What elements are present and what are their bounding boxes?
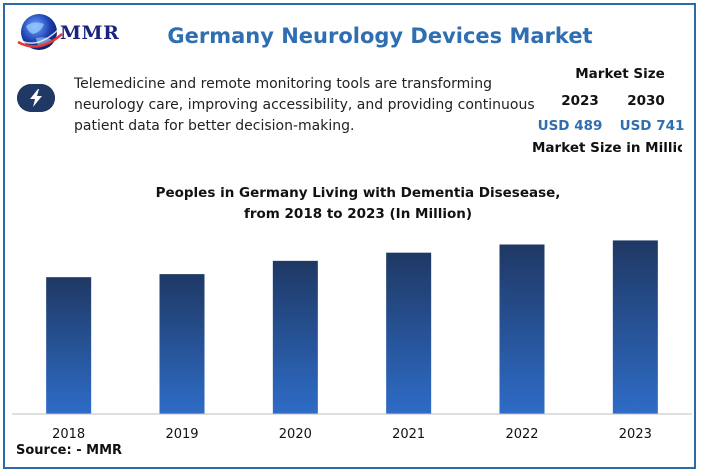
- bar-2018: [46, 277, 92, 414]
- market-size-title: Market Size: [575, 66, 665, 82]
- page-title: Germany Neurology Devices Market: [167, 24, 593, 48]
- bar-2020: [272, 260, 318, 414]
- source-note: Source: - MMR: [16, 443, 123, 458]
- market-size-value-2030: USD 741: [619, 118, 685, 134]
- chart-title-line-1: Peoples in Germany Living with Dementia …: [155, 185, 561, 201]
- lightning-bolt-icon: [17, 84, 55, 112]
- market-size-year-2030: 2030: [627, 93, 665, 109]
- x-tick-label-2020: 2020: [279, 427, 312, 442]
- market-size-value-2023: USD 489: [537, 118, 603, 134]
- insight-text: Telemedicine and remote monitoring tools…: [74, 76, 535, 134]
- market-size-unit-label: Market Size in Million: [532, 140, 682, 156]
- x-tick-label-2019: 2019: [165, 427, 198, 442]
- infographic-frame: [3, 3, 696, 469]
- chart-title-line-2: from 2018 to 2023 (In Million): [243, 206, 473, 222]
- bar-2019: [159, 274, 205, 414]
- x-tick-label-2022: 2022: [505, 427, 538, 442]
- bar-2022: [499, 244, 545, 414]
- bar-2023: [612, 240, 658, 414]
- bar-2021: [386, 252, 432, 414]
- mmr-globe-logo-icon: [15, 14, 63, 50]
- x-tick-label-2021: 2021: [392, 427, 425, 442]
- market-size-year-2023: 2023: [561, 93, 599, 109]
- chart-title: Peoples in Germany Living with Dementia …: [150, 183, 566, 225]
- x-tick-label-2018: 2018: [52, 427, 85, 442]
- x-tick-label-2023: 2023: [619, 427, 652, 442]
- logo-text: MMR: [60, 22, 120, 44]
